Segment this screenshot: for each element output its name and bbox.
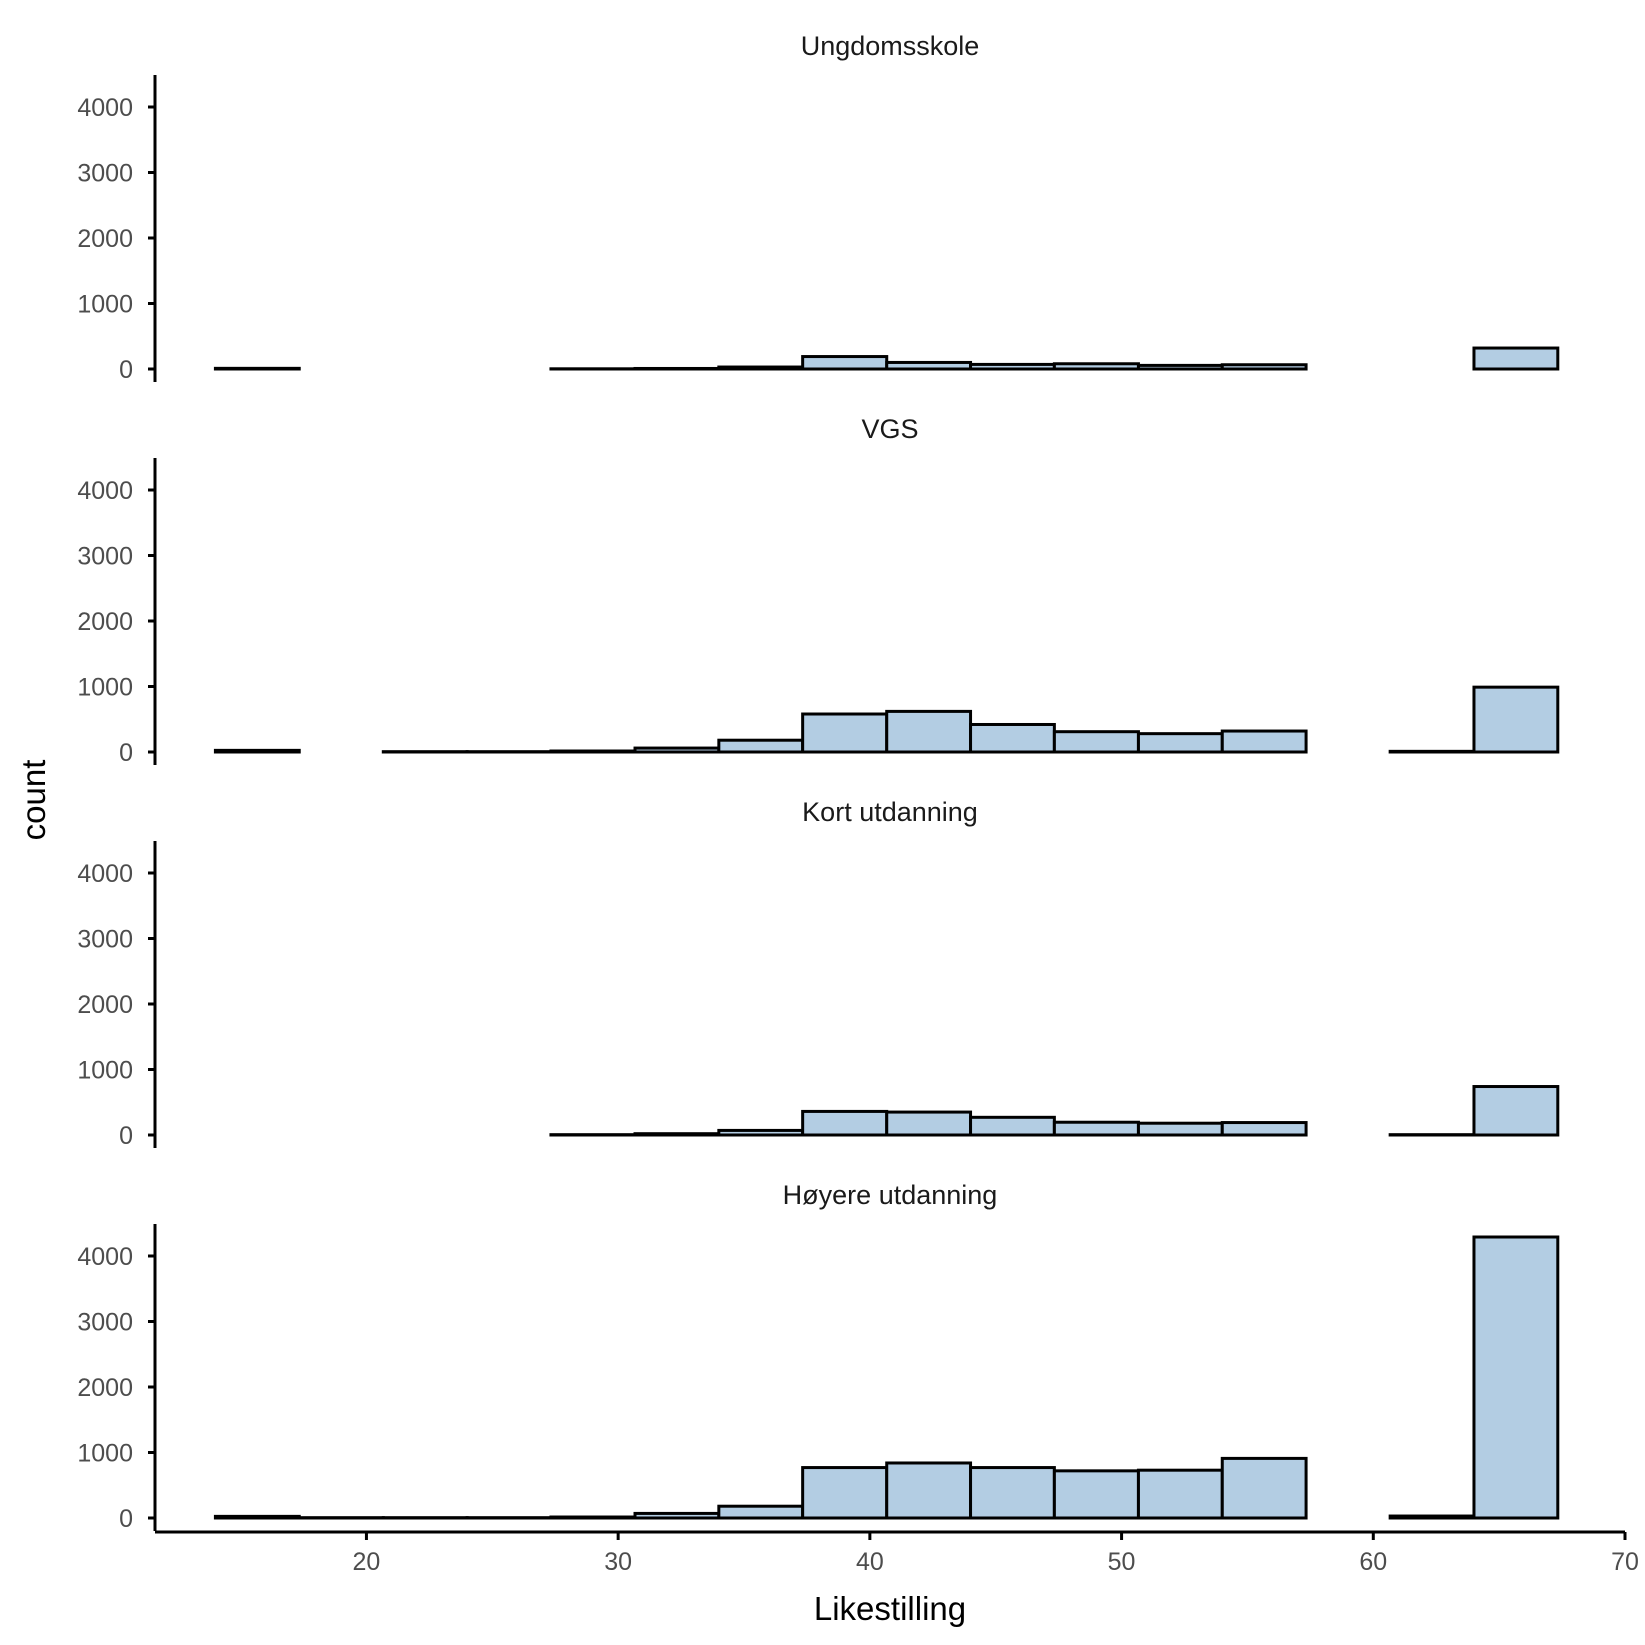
histogram-bar [1388, 1514, 1476, 1520]
x-tick-label: 60 [1359, 1548, 1387, 1576]
y-tick-label: 3000 [77, 926, 133, 954]
histogram-bar [1472, 685, 1560, 754]
x-tick-label: 40 [856, 1548, 884, 1576]
histogram-bar [1052, 362, 1140, 371]
histogram-bar [717, 1504, 805, 1520]
y-tick-label: 4000 [77, 477, 133, 505]
histogram-bar [801, 1109, 889, 1137]
histogram-bar [1136, 1468, 1224, 1520]
histogram-bar [1472, 1085, 1560, 1137]
histogram-bar [633, 366, 721, 371]
histogram-bar [1388, 749, 1476, 754]
histogram-bar [1052, 1120, 1140, 1137]
facet-panel: Ungdomsskole 0 1000 2000 3000 4000 [77, 31, 1560, 384]
x-tick-label: 30 [604, 1548, 632, 1576]
y-tick-label: 0 [119, 739, 133, 767]
histogram-bar [1136, 363, 1224, 371]
y-tick-label: 0 [119, 1505, 133, 1533]
histogram-bar [549, 1515, 637, 1520]
histogram-bar [633, 1511, 721, 1520]
histogram-bar [885, 709, 973, 754]
histogram-bar [801, 712, 889, 754]
facet-panels: Ungdomsskole 0 1000 2000 3000 4000 VGS 0 1000 200… [77, 31, 1560, 1533]
histogram-bar [969, 722, 1056, 754]
histogram-bar [885, 360, 973, 371]
histogram-bar [1220, 729, 1308, 754]
y-axis-title: count [15, 760, 52, 841]
y-tick-label: 2000 [77, 225, 133, 253]
x-tick-label: 20 [353, 1548, 381, 1576]
y-tick-label: 3000 [77, 160, 133, 188]
facet-strip-title: Ungdomsskole [801, 31, 980, 61]
facet-strip-title: Høyere utdanning [783, 1180, 998, 1210]
x-axis: 20 30 40 50 60 70 [155, 1530, 1639, 1576]
y-tick-label: 4000 [77, 94, 133, 122]
histogram-bar [1136, 1121, 1224, 1137]
x-tick-label: 50 [1108, 1548, 1136, 1576]
y-tick-label: 2000 [77, 608, 133, 636]
histogram-bar [717, 365, 805, 371]
histogram-bar [633, 746, 721, 754]
x-axis-ticks: 20 30 40 50 60 70 [353, 1532, 1639, 1576]
histogram-bar [1052, 1469, 1140, 1520]
y-tick-label: 1000 [77, 1440, 133, 1468]
facet-strip-title: Kort utdanning [802, 797, 978, 827]
y-tick-label: 3000 [77, 1309, 133, 1337]
histogram-bar [1220, 1121, 1308, 1137]
y-tick-label: 1000 [77, 291, 133, 319]
histogram-bar [213, 748, 301, 754]
y-tick-label: 1000 [77, 1057, 133, 1085]
facet-panel: Kort utdanning 0 1000 2000 3000 4000 [77, 797, 1560, 1150]
histogram-bar [1136, 732, 1224, 754]
facet-strip-title: VGS [861, 414, 918, 444]
y-tick-label: 4000 [77, 860, 133, 888]
facet-panel: VGS 0 1000 2000 3000 4000 [77, 414, 1560, 767]
x-axis-title: Likestilling [814, 1590, 966, 1627]
histogram-bar [633, 1132, 721, 1137]
histogram-bar [717, 1128, 805, 1137]
histogram-bar [969, 362, 1056, 371]
y-tick-label: 2000 [77, 991, 133, 1019]
histogram-bar [885, 1461, 973, 1520]
histogram-bar [213, 366, 301, 371]
histogram-bar [1220, 363, 1308, 371]
y-tick-label: 3000 [77, 543, 133, 571]
y-tick-label: 0 [119, 356, 133, 384]
facet-panel: Høyere utdanning 0 1000 2000 3000 4000 [77, 1180, 1560, 1533]
histogram-bar [969, 1115, 1056, 1137]
y-tick-label: 2000 [77, 1374, 133, 1402]
histogram-bar [801, 355, 889, 371]
histogram-bar [1220, 1456, 1308, 1520]
histogram-bar [1052, 730, 1140, 754]
histogram-bar [885, 1110, 973, 1137]
histogram-bar [1472, 346, 1560, 371]
x-tick-label: 70 [1611, 1548, 1639, 1576]
y-tick-label: 4000 [77, 1243, 133, 1271]
histogram-bar [213, 1514, 301, 1520]
histogram-bar [969, 1466, 1056, 1520]
histogram-bar [549, 749, 637, 754]
histogram-bar [801, 1466, 889, 1520]
y-tick-label: 0 [119, 1122, 133, 1150]
histogram-bar [717, 738, 805, 754]
y-tick-label: 1000 [77, 674, 133, 702]
histogram-bar [1472, 1235, 1560, 1520]
